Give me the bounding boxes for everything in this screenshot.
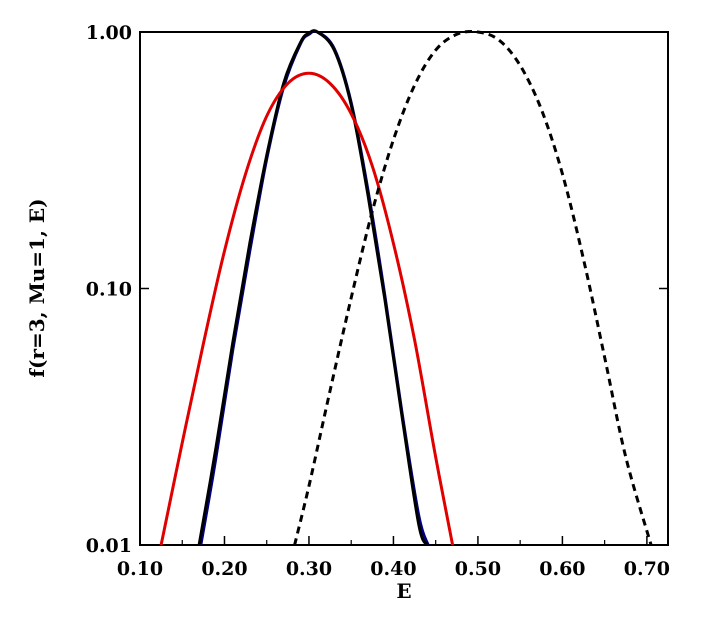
series-group	[159, 29, 653, 546]
y-axis-label: f(r=3, Mu=1, E)	[25, 198, 49, 377]
series-line-2	[159, 71, 455, 546]
x-axis-label: E	[396, 579, 411, 603]
x-tick-label: 0.40	[370, 558, 416, 580]
x-tick-label: 0.20	[201, 558, 247, 580]
y-tick-label: 1.00	[86, 22, 132, 44]
x-tick-label: 0.50	[455, 558, 501, 580]
y-tick-label: 0.01	[86, 535, 132, 557]
series-line-3	[293, 29, 653, 546]
axis-ticks	[139, 31, 668, 546]
x-tick-label: 0.10	[117, 558, 163, 580]
x-tick-label: 0.70	[624, 558, 670, 580]
series-line-0	[199, 29, 430, 546]
x-tick-label: 0.60	[539, 558, 585, 580]
tick-labels: 0.10 0.20 0.30 0.40 0.50 0.60 0.700.010.101.00	[86, 22, 670, 580]
y-tick-label: 0.10	[86, 279, 132, 301]
series-line-1	[197, 29, 429, 546]
x-tick-label: 0.30	[286, 558, 332, 580]
